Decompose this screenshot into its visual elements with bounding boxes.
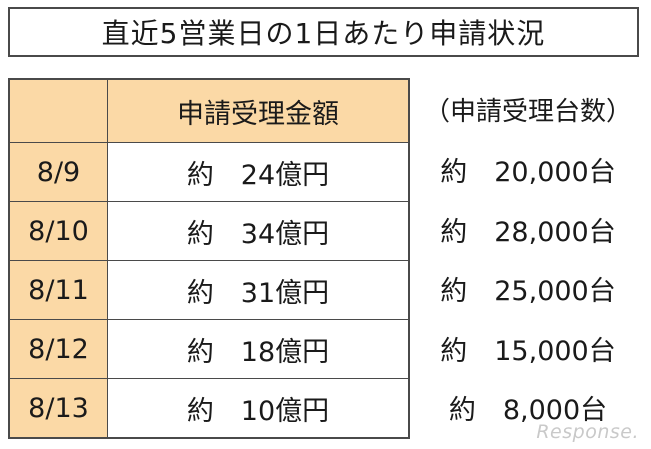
table-row: 8/11 約 31億円 [8, 260, 410, 320]
date-cell: 8/13 [8, 378, 108, 439]
table-row: 8/12 約 18億円 [8, 319, 410, 379]
application-table: 申請受理金額 8/9 約 24億円 8/10 約 34億円 8/11 約 31億… [8, 78, 410, 439]
amount-cell: 約 34億円 [107, 201, 410, 261]
header-date-cell [8, 78, 108, 143]
count-column: （申請受理台数） 約 20,000台 約 28,000台 約 25,000台 約… [412, 78, 644, 438]
watermark-logo: Response. [536, 421, 639, 443]
count-cell: 約 8,000台 [448, 395, 608, 427]
date-cell: 8/11 [8, 260, 108, 320]
count-cell: 約 25,000台 [440, 276, 616, 308]
amount-cell: 約 24億円 [107, 142, 410, 202]
amount-cell: 約 10億円 [107, 378, 410, 439]
table-header-row: 申請受理金額 [8, 78, 410, 143]
table-row: 8/9 約 24億円 [8, 142, 410, 202]
page-title: 直近5営業日の1日あたり申請状況 [8, 7, 639, 57]
date-cell: 8/10 [8, 201, 108, 261]
amount-cell: 約 31億円 [107, 260, 410, 320]
date-cell: 8/12 [8, 319, 108, 379]
header-count: （申請受理台数） [423, 96, 632, 127]
table-row: 8/13 約 10億円 [8, 378, 410, 439]
amount-cell: 約 18億円 [107, 319, 410, 379]
table-row: 8/10 約 34億円 [8, 201, 410, 261]
header-amount: 申請受理金額 [107, 78, 410, 143]
count-cell: 約 15,000台 [440, 335, 616, 367]
date-cell: 8/9 [8, 142, 108, 202]
count-cell: 約 28,000台 [440, 216, 616, 248]
count-cell: 約 20,000台 [440, 157, 616, 189]
